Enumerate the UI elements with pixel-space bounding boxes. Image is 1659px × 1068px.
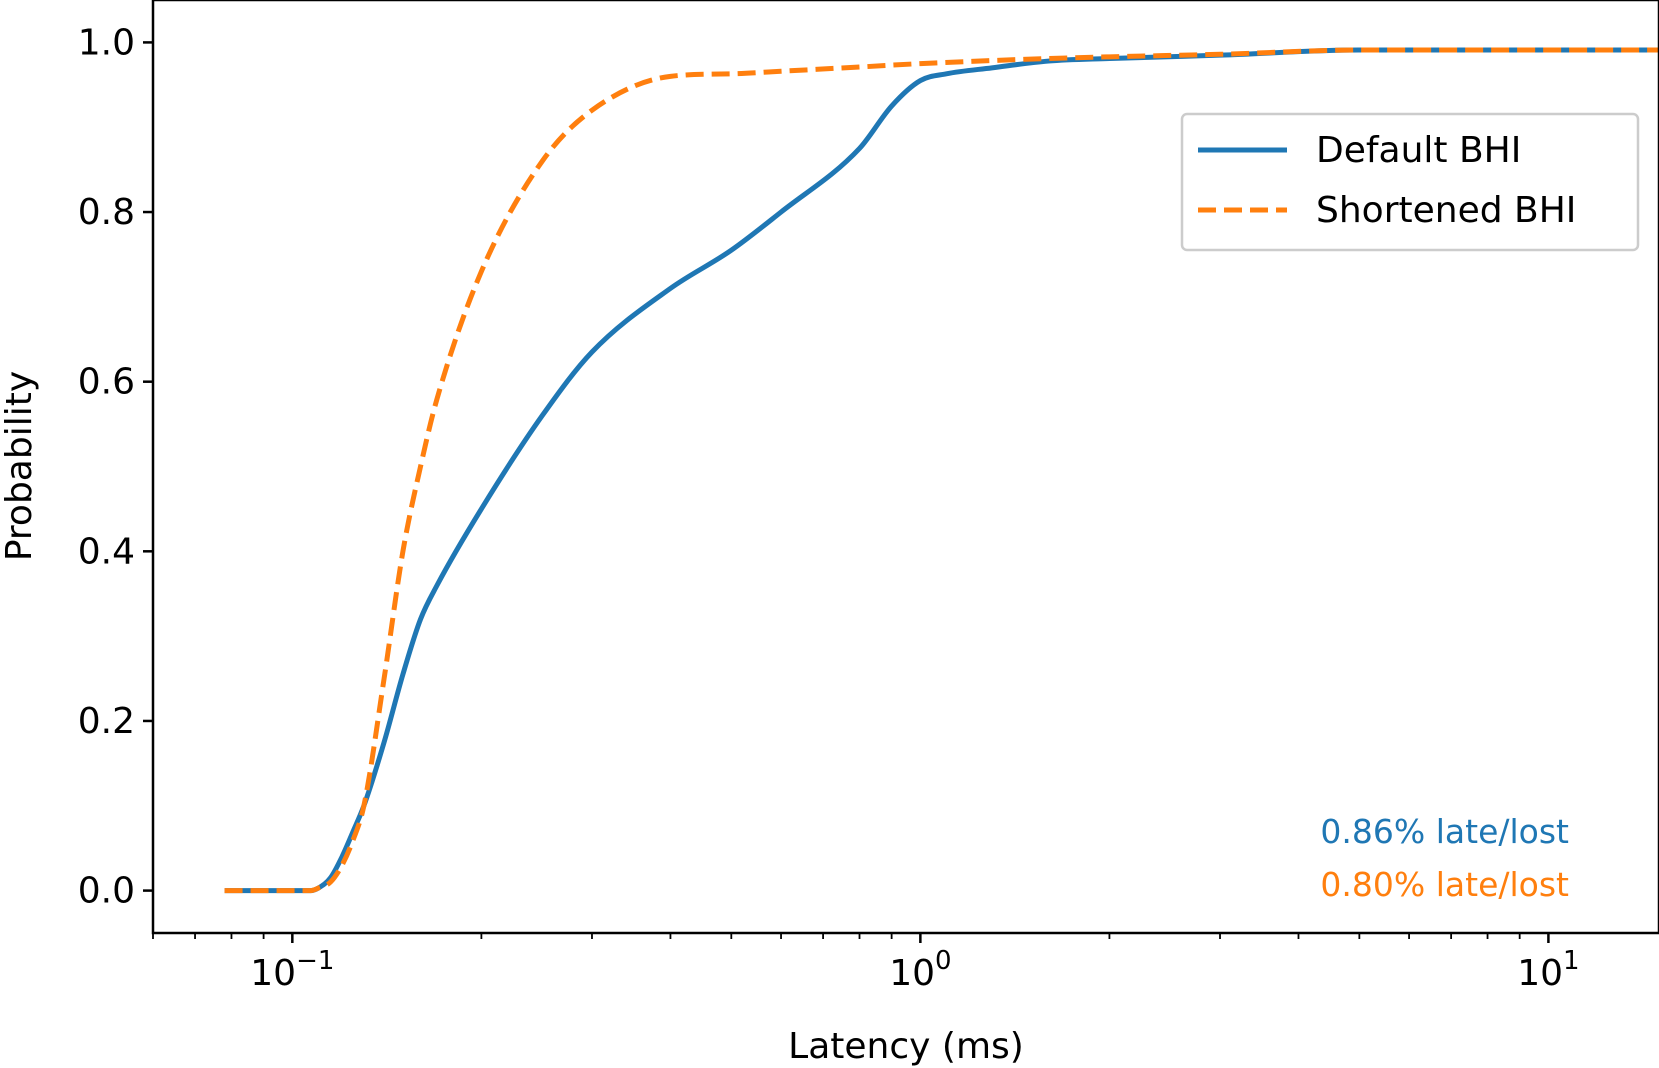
x-tick-label: 100 bbox=[889, 946, 951, 994]
legend: Default BHI Shortened BHI bbox=[1180, 112, 1640, 252]
y-tick-label: 0.6 bbox=[78, 362, 135, 403]
x-axis-label: Latency (ms) bbox=[788, 1026, 1024, 1067]
x-axis-ticks: 10−1 100 101 bbox=[152, 933, 1580, 994]
y-axis-label: Probability bbox=[0, 371, 40, 561]
y-tick-label: 1.0 bbox=[78, 22, 135, 63]
axes-frame bbox=[151, 0, 1659, 935]
series-layer bbox=[224, 47, 1659, 894]
legend-box bbox=[1180, 112, 1640, 252]
plot-area: 10−1 100 101 0.0 0.2 0.4 0.6 0.8 1.0 bbox=[78, 0, 1659, 994]
y-tick-label: 0.0 bbox=[78, 871, 135, 912]
y-tick-label: 0.4 bbox=[78, 531, 135, 572]
y-tick-label: 0.8 bbox=[78, 192, 135, 233]
x-tick-label: 10−1 bbox=[250, 946, 334, 994]
x-tick-label: 101 bbox=[1517, 946, 1579, 994]
series-line-default-bhi bbox=[224, 47, 1659, 894]
legend-label-default-bhi: Default BHI bbox=[1316, 130, 1521, 171]
y-axis-ticks: 0.0 0.2 0.4 0.6 0.8 1.0 bbox=[78, 22, 153, 912]
y-tick-label: 0.2 bbox=[78, 701, 135, 742]
annotation-default-late-lost: 0.86% late/lost bbox=[1320, 812, 1569, 851]
legend-label-shortened-bhi: Shortened BHI bbox=[1316, 190, 1576, 231]
series-line-shortened-bhi bbox=[224, 47, 1659, 894]
annotation-shortened-late-lost: 0.80% late/lost bbox=[1320, 865, 1569, 904]
